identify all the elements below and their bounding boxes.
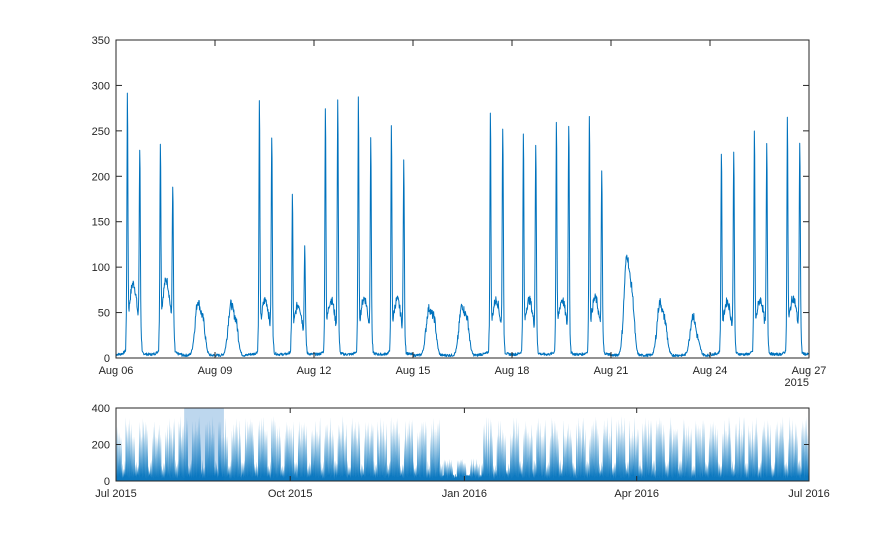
main-x-tick-label: Aug 09 <box>198 365 233 377</box>
overview-y-tick-label: 400 <box>92 403 110 415</box>
main-y-tick-label: 350 <box>92 35 110 47</box>
main-x-tick-label: Aug 21 <box>594 365 629 377</box>
main-y-tick-label: 100 <box>92 262 110 274</box>
overview-x-axis-ticks: Jul 2015 Oct 2015 Jan 2016 Apr 2016 Jul 2016 <box>95 408 830 500</box>
main-x-tick-label: Aug 27 <box>792 365 827 377</box>
main-x-tick-label: Aug 24 <box>693 365 728 377</box>
overview-chart: 0 200 400 Jul 2015 Oct 2015 Jan 2016 Apr 2016… <box>92 403 830 500</box>
main-x-tick-label: Aug 12 <box>297 365 332 377</box>
main-series-line <box>115 92 809 358</box>
overview-selection-window[interactable] <box>184 408 224 481</box>
overview-series-area <box>116 415 809 481</box>
overview-x-tick-label: Jul 2016 <box>788 488 830 500</box>
main-y-tick-label: 150 <box>92 217 110 229</box>
overview-x-tick-label: Apr 2016 <box>614 488 659 500</box>
main-year-label: 2015 <box>785 377 809 389</box>
overview-plot-frame <box>115 407 810 482</box>
main-y-tick-label: 50 <box>98 308 110 320</box>
overview-x-tick-label: Jan 2016 <box>442 488 487 500</box>
main-x-tick-label: Aug 06 <box>99 365 134 377</box>
main-y-tick-label: 200 <box>92 171 110 183</box>
main-chart: 0 50 100 150 200 250 300 350 Aug 06 Aug 09 Aug 12… <box>92 35 827 389</box>
main-y-tick-label: 300 <box>92 80 110 92</box>
overview-x-tick-label: Oct 2015 <box>268 488 313 500</box>
overview-y-tick-label: 200 <box>92 440 110 452</box>
overview-y-tick-label: 0 <box>104 476 110 488</box>
overview-x-tick-label: Jul 2015 <box>95 488 137 500</box>
main-x-tick-label: Aug 15 <box>396 365 431 377</box>
main-y-tick-label: 0 <box>104 353 110 365</box>
main-plot-frame <box>115 39 810 359</box>
main-x-tick-label: Aug 18 <box>495 365 530 377</box>
main-y-axis-ticks: 0 50 100 150 200 250 300 350 <box>92 35 809 365</box>
main-x-axis-ticks: Aug 06 Aug 09 Aug 12 Aug 15 Aug 18 Aug 21 Aug … <box>99 40 827 377</box>
main-y-tick-label: 250 <box>92 126 110 138</box>
